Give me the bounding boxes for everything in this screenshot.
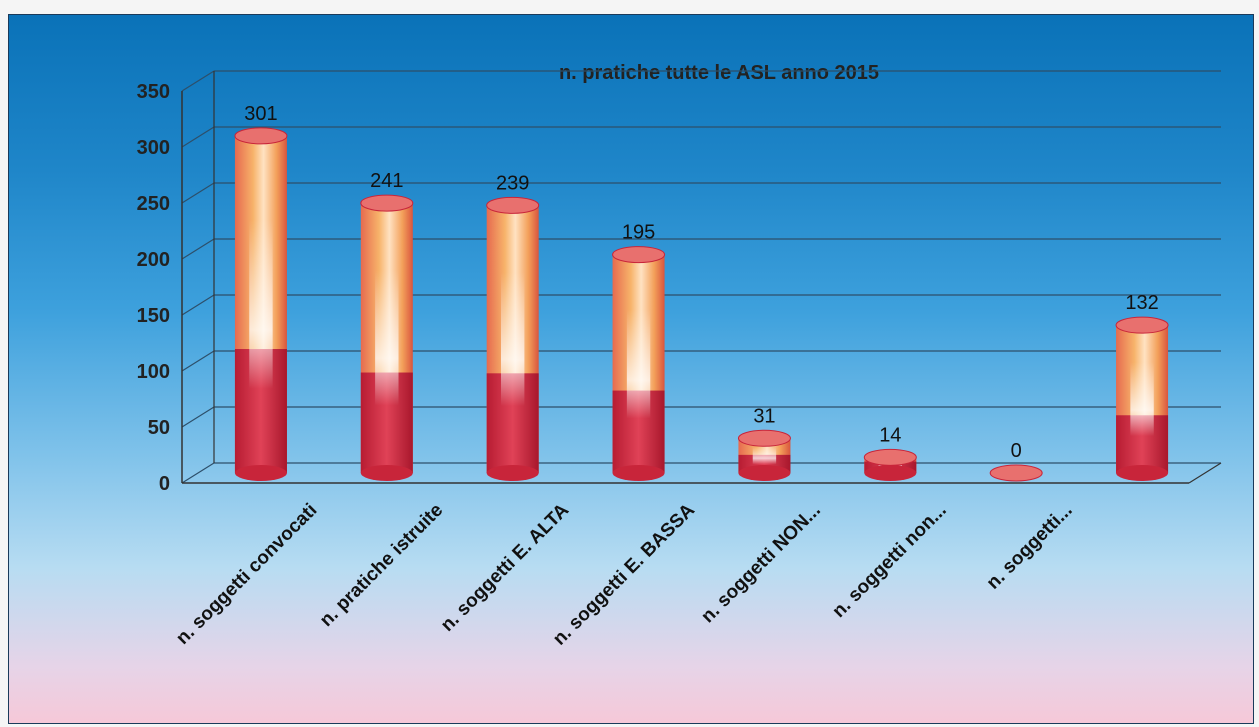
- bar-bottom-cap: [612, 465, 665, 481]
- y-tick-label: 150: [137, 305, 170, 327]
- bar-cylinder: [234, 127, 288, 481]
- bars: [234, 127, 1169, 482]
- x-category-label: n. soggetti non...: [828, 500, 950, 622]
- chart-svg: n. pratiche tutte le ASL anno 2015 0 50 10…: [137, 62, 1222, 650]
- gridline-side: [181, 350, 215, 372]
- x-category-label: n. soggetti E. ALTA: [437, 499, 573, 635]
- bar-top-cap: [360, 194, 414, 212]
- gridline-side: [181, 126, 215, 148]
- x-category-label: n. soggetti E. BASSA: [549, 499, 699, 649]
- bar-cylinder: [1115, 316, 1169, 481]
- y-tick-label: 350: [137, 81, 170, 103]
- bar-top-cap: [863, 448, 917, 466]
- bar-cylinder: [989, 464, 1043, 482]
- gridlines: [181, 70, 1222, 484]
- x-category-label: n. soggetti...: [983, 500, 1077, 594]
- data-labels: 301 241 239 195 31 14 0 132: [244, 103, 1159, 462]
- bar-highlight: [1130, 362, 1154, 437]
- bar-highlight: [752, 446, 777, 465]
- bar-cylinder: [737, 429, 791, 481]
- data-label: 241: [370, 170, 403, 192]
- y-axis-ticks: 0 50 100 150 200 250 300 350: [137, 81, 170, 495]
- bar-top-cap: [1115, 316, 1169, 334]
- data-label: 31: [753, 405, 775, 427]
- gridline-side: [181, 462, 215, 484]
- y-tick-label: 300: [137, 137, 170, 159]
- data-label: 14: [879, 424, 901, 446]
- gridline-side: [181, 70, 215, 92]
- x-category-label: n. soggetti convocati: [172, 500, 321, 649]
- data-label: 239: [496, 172, 529, 194]
- data-label: 301: [244, 103, 277, 125]
- x-category-label: n. pratiche istruite: [316, 500, 447, 631]
- data-label: 195: [622, 222, 655, 244]
- bar-highlight: [626, 309, 651, 419]
- bar-cylinder: [612, 246, 666, 481]
- gridline-side: [181, 294, 215, 316]
- y-tick-label: 50: [148, 417, 170, 439]
- data-label: 0: [1011, 440, 1022, 462]
- bar-top-cap: [486, 196, 540, 214]
- y-tick-label: 250: [137, 193, 170, 215]
- bar-top-cap: [737, 429, 791, 447]
- x-category-label: n. soggetti NON...: [697, 500, 825, 628]
- gridline-side: [181, 238, 215, 260]
- bar-top-cap: [234, 127, 288, 145]
- y-tick-label: 0: [159, 473, 170, 495]
- bar-bottom-cap: [360, 465, 413, 481]
- bar-bottom-cap: [738, 465, 791, 481]
- bar-bottom-cap: [234, 465, 287, 481]
- data-label: 132: [1125, 292, 1158, 314]
- bar-highlight: [249, 220, 273, 389]
- bar-highlight: [500, 272, 525, 407]
- floor-edge: [1188, 462, 1222, 484]
- bar-bottom-cap: [1116, 465, 1169, 481]
- y-tick-label: 100: [137, 361, 170, 383]
- bar-cylinder: [486, 196, 540, 481]
- chart-title: n. pratiche tutte le ASL anno 2015: [559, 62, 879, 84]
- bar-bottom-cap: [486, 465, 539, 481]
- bar-top-cap: [612, 246, 666, 264]
- bar-bottom-cap: [864, 465, 917, 481]
- y-tick-label: 200: [137, 249, 170, 271]
- bar-top-cap: [989, 464, 1043, 482]
- bar-cylinder: [360, 194, 414, 481]
- chart-frame: n. pratiche tutte le ASL anno 2015 0 50 10…: [8, 14, 1254, 724]
- gridline-side: [181, 182, 215, 204]
- bar-cylinder: [863, 448, 917, 481]
- gridline-side: [181, 406, 215, 428]
- bar-highlight: [375, 270, 399, 406]
